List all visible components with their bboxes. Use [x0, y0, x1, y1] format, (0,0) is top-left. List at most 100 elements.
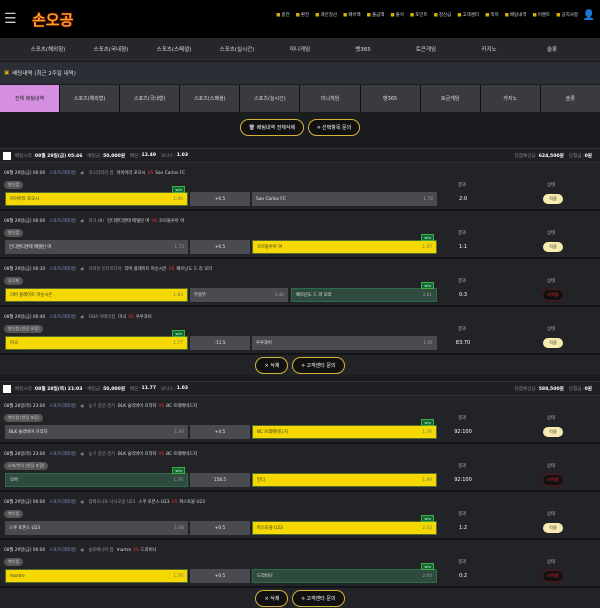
header-link[interactable]: ■환전	[296, 12, 310, 18]
a-odds-cell[interactable]: 언더 1.89	[252, 473, 437, 487]
vs-label: VS	[147, 171, 154, 176]
header-link[interactable]: ■공지사항	[556, 12, 578, 18]
h-odds-cell[interactable]: 오버 1.78 win	[5, 467, 188, 487]
nav-item[interactable]: 스포츠(실시간)	[219, 46, 255, 53]
h-odds-cell[interactable]: 스쿠 포폰스 U23 1.68	[5, 521, 188, 535]
logo[interactable]: 손오공	[32, 10, 74, 29]
nav-item[interactable]: 스포츠(스페셜)	[156, 46, 192, 53]
league-icon: ◉	[80, 219, 86, 224]
handicap-cell: +4.5	[190, 425, 250, 439]
delete-all-button[interactable]: 🗑 배팅내역 전체삭제	[239, 118, 305, 136]
nav-item[interactable]: 미니게임	[289, 46, 311, 53]
action-bar: 🗑 배팅내역 전체삭제 ⟡ 선택항목 문의	[0, 112, 600, 142]
h-odds-cell[interactable]: 미국 1.77 win	[5, 330, 188, 350]
delete-button[interactable]: × 삭제	[255, 356, 289, 374]
header-link[interactable]: ■포인트	[410, 12, 428, 18]
tab-0[interactable]: 전체 배팅내역	[0, 85, 60, 112]
a-odds-cell[interactable]: San Carlos FC 1.78	[252, 192, 437, 206]
slip-footer: × 삭제 ⟡ 고객센터 문의	[0, 588, 600, 608]
vs-label: VS	[151, 219, 157, 224]
bet-row: 08월 29일(금) 00:00 스포츠(해외형) ◉ 캄페오나토 나시오날 U23…	[0, 492, 600, 540]
h-odds-cell[interactable]: 인디펜디엔테 메델린 여 1.73	[5, 240, 188, 254]
header-link[interactable]: ■개인정산	[315, 12, 337, 18]
a-odds-cell[interactable]: 드라비나 2.00 win	[252, 563, 437, 583]
h-odds-cell[interactable]: BLK 슬라비아 프라하 1.93	[5, 425, 188, 439]
league-name: 농구 친선 경기	[88, 452, 115, 457]
nav-item[interactable]: 슬롯	[546, 46, 558, 53]
win-badge: win	[421, 419, 434, 426]
header-link[interactable]: ■고객센터	[457, 12, 479, 18]
nav-item[interactable]: 벳365	[355, 46, 371, 53]
a-name: 드라비나	[257, 574, 273, 579]
hamburger-menu-icon[interactable]: ☰	[4, 11, 17, 27]
a-odds-cell[interactable]: BC 프레메비드지 1.76 win	[252, 419, 437, 439]
support-button[interactable]: ⟡ 고객센터 문의	[292, 589, 345, 607]
header: ☰ 손오공 ■충전 ■환전 ■개인정산 ■페이백 ■출금액 ■출석 ■포인트 ■정산금 ■고객센…	[0, 0, 600, 38]
h-odds-cell[interactable]: martro 1.78	[5, 569, 188, 583]
header-link[interactable]: ■출금액	[367, 12, 385, 18]
support-label: 고객센터 문의	[306, 362, 336, 369]
tab-5[interactable]: 미니게임	[300, 85, 360, 112]
league-icon: ◉	[80, 500, 86, 505]
a-odds: 3.81	[422, 292, 432, 298]
header-link-label: 포인트	[415, 13, 428, 18]
tab-7[interactable]: 토큰게임	[420, 85, 480, 112]
tab-4[interactable]: 스포츠(실시간)	[240, 85, 300, 112]
header-link[interactable]: ■페이백	[343, 12, 361, 18]
header-link-label: 개인정산	[320, 13, 337, 18]
header-link[interactable]: ■출석	[390, 12, 404, 18]
a-name: San Carlos FC	[256, 196, 286, 202]
tab-2[interactable]: 스포츠(국내형)	[120, 85, 180, 112]
league-icon: ◉	[80, 452, 86, 457]
league-icon: ◉	[80, 404, 86, 409]
h-odds-cell[interactable]: 카이아라 포오시 1.90 win	[5, 186, 188, 206]
bet-slips: 배팅시각 :08월 29일(금) 05:46 배팅금 :50,000원 배당 :12…	[0, 148, 600, 608]
header-links: ■충전 ■환전 ■개인정산 ■페이백 ■출금액 ■출석 ■포인트 ■정산금 ■고객센터 ■쪽지 ■배…	[276, 12, 578, 18]
header-link[interactable]: ■정산금	[434, 12, 452, 18]
slip-summary: 당첨예상금 :588,500원 당첨금 :0원	[515, 386, 597, 392]
bet-slip: 배팅시각 :08월 28일(목) 21:03 배팅금 :50,000원 배당 :11…	[0, 381, 600, 608]
h-odds: 1.83	[173, 292, 183, 298]
tab-8[interactable]: 카지노	[480, 85, 540, 112]
a-odds-cell[interactable]: 코르돌루아 여 1.97 win	[252, 234, 437, 254]
nav-item[interactable]: 카지노	[481, 46, 497, 53]
link-icon: ■	[315, 13, 320, 18]
header-link[interactable]: ■이벤트	[532, 12, 550, 18]
vs-label: VS	[158, 452, 165, 457]
nav-item[interactable]: 스포츠(국내형)	[93, 46, 129, 53]
user-icon[interactable]: 👤	[582, 10, 595, 21]
bet-row: 08월 29일(금) 00:00 스포츠(해외형) ◉ 슬로베니아 컵 martro V…	[0, 540, 600, 588]
handicap-cell: -11.5	[190, 336, 250, 350]
header-link[interactable]: ■쪽지	[485, 12, 499, 18]
market-badge: 승무패	[4, 277, 24, 285]
win-badge: win	[172, 330, 185, 337]
handicap-cell[interactable]: 무승부 3.40	[190, 288, 288, 302]
a-odds-cell[interactable]: 페르난도 드 라 모라 3.81 win	[291, 282, 437, 302]
a-odds-cell[interactable]: 파스토블 U23 2.02 win	[252, 515, 437, 535]
sport-type: 스포츠(해외형)	[49, 171, 77, 176]
nav-item[interactable]: 스포츠(해외형)	[30, 46, 66, 53]
support-button[interactable]: ⟡ 고객센터 문의	[292, 356, 345, 374]
slip-label: 보너스 :	[161, 386, 177, 392]
h-odds-cell[interactable]: 리버 플레이트 아순시온 1.83	[5, 288, 188, 302]
tab-6[interactable]: 벳365	[360, 85, 420, 112]
tab-3[interactable]: 스포츠(스페셜)	[180, 85, 240, 112]
header-link[interactable]: ■배팅내역	[505, 12, 527, 18]
tab-1[interactable]: 스포츠(해외형)	[60, 85, 120, 112]
slip-checkbox[interactable]	[3, 384, 11, 393]
slip-checkbox[interactable]	[3, 151, 11, 160]
h-odds: 1.78	[173, 477, 183, 483]
tab-9[interactable]: 슬롯	[540, 85, 600, 112]
a-odds-cell[interactable]: 우루과이 1.91	[252, 336, 437, 350]
result-label: 결과	[458, 512, 466, 517]
header-link[interactable]: ■충전	[276, 12, 290, 18]
status-badge: 미적중	[543, 290, 563, 300]
a-odds: 1.97	[422, 244, 432, 250]
h-name: 리버 플레이트 아순시온	[10, 293, 53, 298]
slip-label: 보너스 :	[161, 153, 177, 159]
handicap-value: 무승부	[194, 293, 206, 298]
inquire-selected-button[interactable]: ⟡ 선택항목 문의	[308, 118, 361, 136]
delete-button[interactable]: × 삭제	[255, 589, 289, 607]
league-icon: ◉	[80, 315, 86, 320]
nav-item[interactable]: 토큰게임	[415, 46, 437, 53]
